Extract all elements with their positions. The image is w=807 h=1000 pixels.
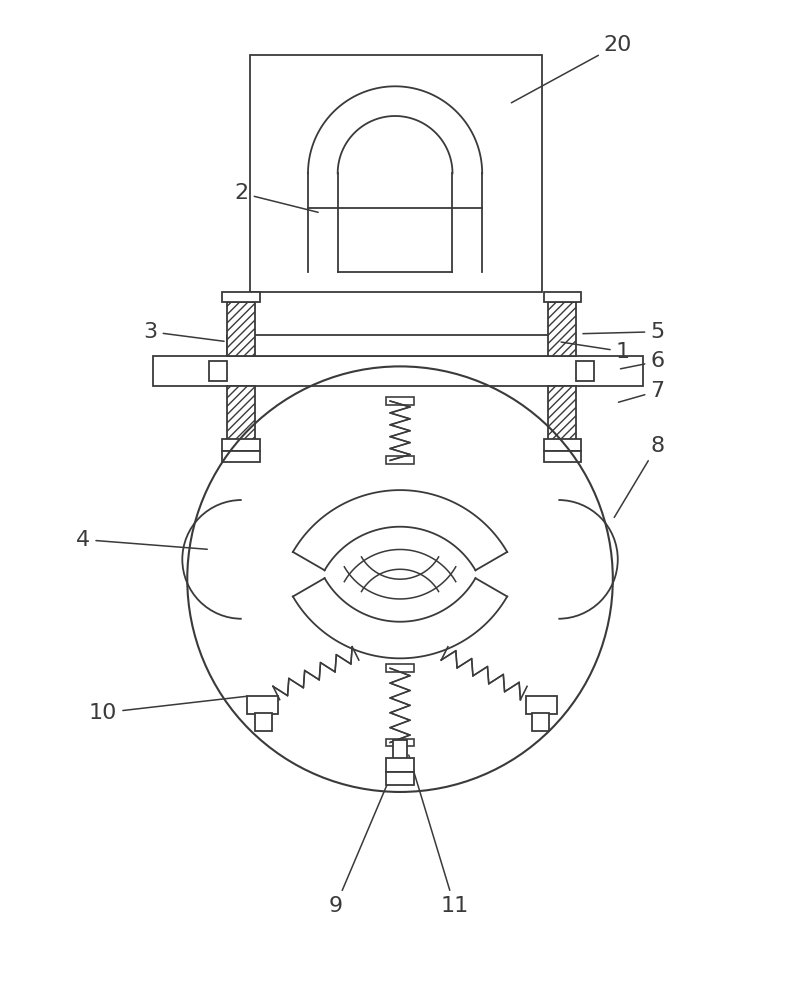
- Bar: [549, 386, 576, 441]
- Bar: [209, 361, 227, 381]
- Bar: [387, 739, 414, 746]
- Text: 2: 2: [235, 183, 318, 212]
- Bar: [249, 55, 541, 292]
- Bar: [387, 397, 414, 405]
- Bar: [549, 302, 576, 356]
- Bar: [227, 302, 254, 356]
- Bar: [544, 292, 581, 302]
- Bar: [222, 451, 260, 462]
- Bar: [532, 713, 550, 731]
- Bar: [153, 356, 642, 386]
- Bar: [387, 664, 414, 672]
- Bar: [576, 361, 594, 381]
- Text: 10: 10: [89, 696, 247, 723]
- Text: 9: 9: [328, 785, 387, 916]
- Bar: [544, 451, 581, 462]
- Bar: [387, 758, 414, 772]
- Bar: [222, 439, 260, 451]
- Text: 6: 6: [621, 351, 664, 371]
- Bar: [227, 386, 254, 441]
- Bar: [254, 713, 273, 731]
- Text: 7: 7: [618, 381, 664, 402]
- Bar: [222, 292, 260, 302]
- Text: 8: 8: [614, 436, 664, 517]
- Bar: [387, 456, 414, 464]
- Bar: [544, 439, 581, 451]
- Text: 3: 3: [144, 322, 224, 342]
- Text: 1: 1: [561, 342, 629, 362]
- Text: 4: 4: [77, 530, 207, 550]
- Bar: [227, 335, 568, 356]
- Text: 11: 11: [409, 755, 469, 916]
- Bar: [525, 696, 558, 714]
- Bar: [387, 772, 414, 785]
- Bar: [247, 696, 278, 714]
- Bar: [393, 740, 407, 760]
- Text: 5: 5: [583, 322, 664, 342]
- Text: 20: 20: [512, 35, 632, 103]
